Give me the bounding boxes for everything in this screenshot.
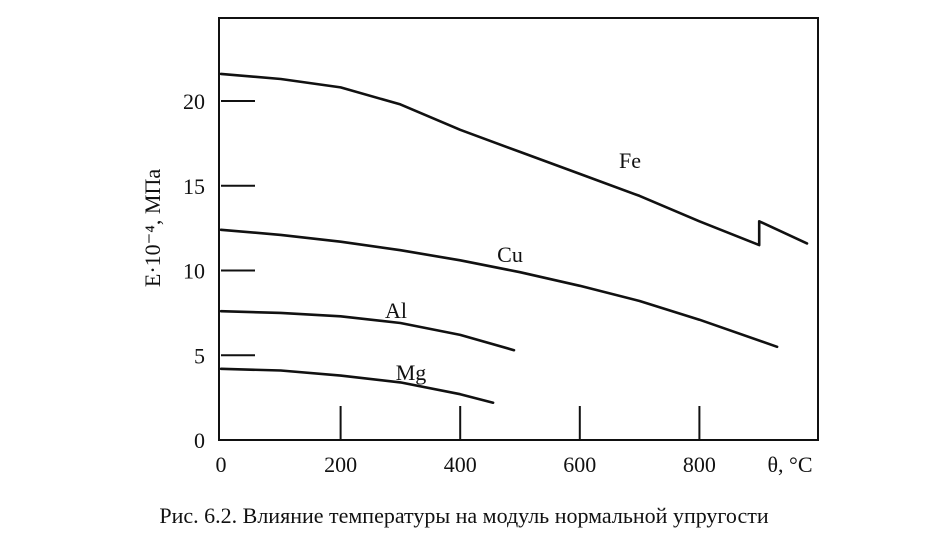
y-tick-label-20: 20 — [183, 89, 205, 114]
series-label-mg: Mg — [396, 360, 427, 385]
x-tick-label-800: 800 — [683, 452, 716, 477]
x-tick-label-400: 400 — [444, 452, 477, 477]
x-tick-label-600: 600 — [563, 452, 596, 477]
y-tick-label-0: 0 — [194, 428, 205, 453]
series-labels: Fe Cu Al Mg — [385, 148, 641, 385]
x-tick-label-200: 200 — [324, 452, 357, 477]
x-axis-unit-label: θ, °C — [767, 452, 812, 477]
series-line-mg — [219, 367, 495, 404]
y-axis-label: E·10⁻⁴, МПа — [140, 169, 165, 287]
series-lines — [219, 72, 809, 404]
y-tick-label-5: 5 — [194, 343, 205, 368]
axis-tick-labels: 0 200 400 600 800 0 5 10 15 20 — [183, 89, 716, 477]
series-label-al: Al — [385, 298, 407, 323]
y-tick-label-10: 10 — [183, 259, 205, 284]
series-label-cu: Cu — [497, 242, 523, 267]
figure-caption: Рис. 6.2. Влияние температуры на модуль … — [159, 503, 768, 528]
series-line-cu — [219, 228, 779, 349]
series-label-fe: Fe — [619, 148, 641, 173]
series-line-al — [219, 309, 516, 352]
axis-ticks — [221, 100, 701, 440]
series-line-fe — [219, 72, 809, 247]
x-tick-label-0: 0 — [216, 452, 227, 477]
y-tick-label-15: 15 — [183, 174, 205, 199]
plot-frame — [218, 17, 819, 441]
